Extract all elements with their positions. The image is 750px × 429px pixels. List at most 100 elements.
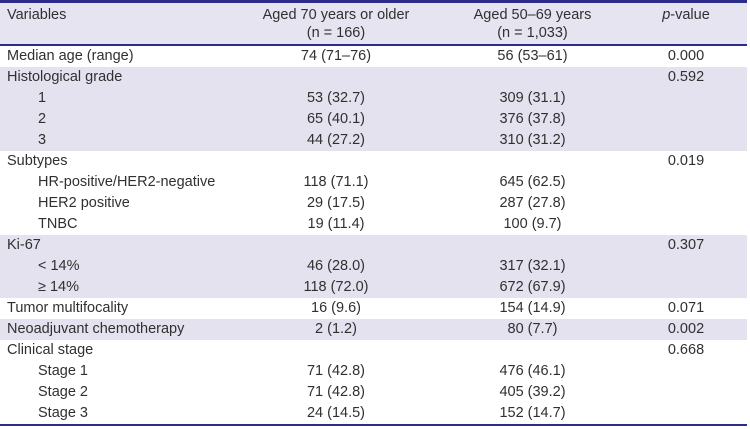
aged-50-69-cell: 80 (7.7): [507, 321, 558, 337]
p-value-cell: [625, 256, 747, 277]
table-row: 3 44 (27.2) 310 (31.2): [0, 130, 747, 151]
aged-70-or-older-cell: 19 (11.4): [307, 216, 365, 232]
aged-50-69-cell: 405 (39.2): [499, 384, 566, 400]
aged-50-69-cell: [440, 151, 625, 172]
aged-50-69-header-subtitle: (n = 1,033): [497, 25, 568, 41]
header-row: Variables Aged 70 years or older (n = 16…: [0, 1, 747, 46]
table-body: Median age (range) 74 (71–76) 56 (53–61) 0.…: [0, 45, 747, 425]
aged-70-or-older-cell: 53 (32.7): [306, 90, 366, 106]
variable-cell: ≥ 14%: [38, 279, 80, 295]
variable-cell: Ki-67: [7, 237, 41, 253]
aged-70-or-older-cell: [232, 235, 440, 256]
variable-cell: Stage 3: [38, 405, 88, 421]
p-value-cell: 0.019: [667, 153, 705, 169]
p-value-cell: 0.668: [667, 342, 705, 358]
aged-70-header-title: Aged 70 years or older: [262, 7, 410, 23]
aged-50-69-cell: 376 (37.8): [499, 111, 566, 127]
aged-70-or-older-cell: [232, 151, 440, 172]
p-value-cell: 0.592: [667, 69, 705, 85]
p-value-cell: [625, 88, 747, 109]
table-row: 1 53 (32.7) 309 (31.1): [0, 88, 747, 109]
aged-70-or-older-cell: 44 (27.2): [306, 132, 366, 148]
p-value-header-rest: -value: [670, 7, 710, 23]
aged-50-69-cell: 154 (14.9): [499, 300, 566, 316]
p-value-cell: [625, 109, 747, 130]
p-value-cell: 0.071: [667, 300, 705, 316]
table-row: HR-positive/HER2-negative 118 (71.1) 645 (…: [0, 172, 747, 193]
variable-cell: Histological grade: [7, 69, 123, 85]
aged-70-or-older-cell: 46 (28.0): [306, 258, 366, 274]
column-header-p-value: p-value: [625, 2, 747, 46]
variable-cell: Neoadjuvant chemotherapy: [7, 321, 185, 337]
column-header-aged-50-69: Aged 50–69 years (n = 1,033): [440, 2, 625, 46]
variable-cell: 1: [38, 90, 47, 106]
variable-cell: HER2 positive: [38, 195, 130, 211]
variable-cell: HR-positive/HER2-negative: [38, 174, 216, 190]
aged-50-69-cell: 100 (9.7): [503, 216, 562, 232]
aged-70-or-older-cell: 24 (14.5): [306, 405, 366, 421]
column-header-aged-70-or-older: Aged 70 years or older (n = 166): [232, 2, 440, 46]
p-value-cell: [625, 403, 747, 425]
variable-cell: 2: [38, 111, 47, 127]
aged-70-or-older-cell: 16 (9.6): [311, 300, 361, 316]
p-value-cell: [625, 361, 747, 382]
aged-70-or-older-cell: 65 (40.1): [306, 111, 366, 127]
aged-70-or-older-cell: [232, 67, 440, 88]
variable-cell: Median age (range): [7, 48, 134, 64]
aged-70-or-older-cell: 118 (72.0): [303, 279, 369, 295]
aged-70-header-subtitle: (n = 166): [306, 25, 366, 41]
table-row: Tumor multifocality 16 (9.6) 154 (14.9) 0.0…: [0, 298, 747, 319]
aged-50-69-cell: 672 (67.9): [499, 279, 566, 295]
aged-50-69-cell: 56 (53–61): [497, 48, 568, 64]
p-value-cell: [625, 214, 747, 235]
variables-header-label: Variables: [7, 7, 67, 23]
variable-cell: TNBC: [38, 216, 78, 232]
table-row: Histological grade 0.592: [0, 67, 747, 88]
aged-50-69-cell: 287 (27.8): [499, 195, 566, 211]
p-value-cell: 0.307: [667, 237, 705, 253]
table-row: Clinical stage 0.668: [0, 340, 747, 361]
table-row: Ki-67 0.307: [0, 235, 747, 256]
variable-cell: Stage 2: [38, 384, 88, 400]
p-value-cell: 0.000: [667, 48, 705, 64]
aged-70-or-older-cell: 71 (42.8): [306, 363, 366, 379]
aged-50-69-header-title: Aged 50–69 years: [473, 7, 592, 23]
variable-cell: < 14%: [38, 258, 80, 274]
table-row: 2 65 (40.1) 376 (37.8): [0, 109, 747, 130]
aged-50-69-cell: [440, 235, 625, 256]
table-row: < 14% 46 (28.0) 317 (32.1): [0, 256, 747, 277]
table-row: Stage 1 71 (42.8) 476 (46.1): [0, 361, 747, 382]
table-row: Median age (range) 74 (71–76) 56 (53–61) 0.…: [0, 45, 747, 67]
table-row: TNBC 19 (11.4) 100 (9.7): [0, 214, 747, 235]
table-row: Stage 2 71 (42.8) 405 (39.2): [0, 382, 747, 403]
aged-50-69-cell: [440, 340, 625, 361]
aged-50-69-cell: 645 (62.5): [499, 174, 566, 190]
variable-cell: 3: [38, 132, 47, 148]
p-value-cell: [625, 172, 747, 193]
column-header-variables: Variables: [0, 2, 232, 46]
table-row: ≥ 14% 118 (72.0) 672 (67.9): [0, 277, 747, 298]
p-value-cell: [625, 130, 747, 151]
table-row: HER2 positive 29 (17.5) 287 (27.8): [0, 193, 747, 214]
p-value-cell: [625, 382, 747, 403]
table-header: Variables Aged 70 years or older (n = 16…: [0, 1, 747, 46]
variable-cell: Subtypes: [7, 153, 68, 169]
table-row: Subtypes 0.019: [0, 151, 747, 172]
aged-50-69-cell: [440, 67, 625, 88]
aged-70-or-older-cell: [232, 340, 440, 361]
aged-50-69-cell: 476 (46.1): [499, 363, 566, 379]
aged-50-69-cell: 310 (31.2): [499, 132, 566, 148]
aged-70-or-older-cell: 118 (71.1): [303, 174, 369, 190]
aged-70-or-older-cell: 2 (1.2): [315, 321, 357, 337]
p-value-cell: [625, 193, 747, 214]
aged-50-69-cell: 317 (32.1): [499, 258, 566, 274]
table-row: Neoadjuvant chemotherapy 2 (1.2) 80 (7.7) 0…: [0, 319, 747, 340]
aged-70-or-older-cell: 29 (17.5): [306, 195, 366, 211]
p-value-cell: 0.002: [667, 321, 705, 337]
aged-50-69-cell: 152 (14.7): [499, 405, 566, 421]
variable-cell: Tumor multifocality: [7, 300, 129, 316]
table-row: Stage 3 24 (14.5) 152 (14.7): [0, 403, 747, 425]
aged-70-or-older-cell: 74 (71–76): [300, 48, 372, 64]
